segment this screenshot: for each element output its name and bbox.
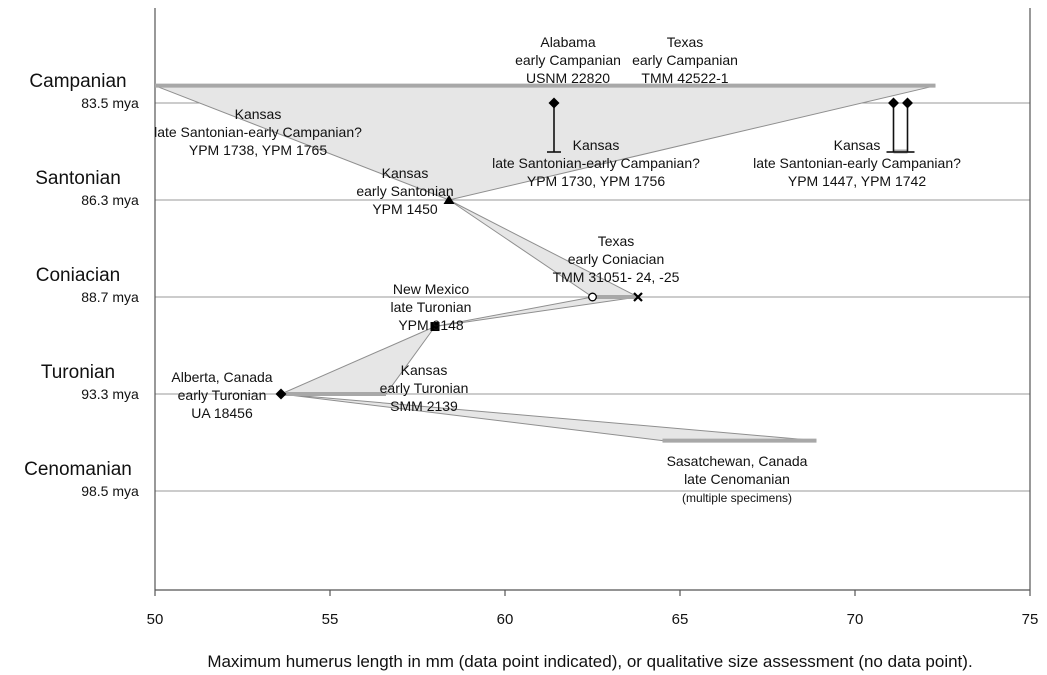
annotation-text: late Cenomanian (684, 471, 790, 487)
annotation-text: early Turonian (380, 380, 469, 396)
x-tick-label: 55 (322, 611, 339, 628)
stage-age-coniacian: 88.7 mya (81, 289, 139, 305)
annotation-text: early Coniacian (568, 251, 665, 267)
stage-name-campanian: Campanian (29, 71, 126, 92)
annotation-text: Kansas (235, 106, 282, 122)
point-diamond (888, 97, 899, 109)
data-points (275, 97, 913, 400)
x-tick-label: 65 (672, 611, 689, 628)
x-tick-label: 50 (147, 611, 164, 628)
annotation-text: YPM 1730, YPM 1756 (527, 173, 665, 189)
annotation-text: YPM 9148 (398, 317, 464, 333)
x-axis-ticks: 50 55 60 65 70 75 (147, 590, 1039, 628)
x-tick-label: 75 (1022, 611, 1039, 628)
annotation-text: early Santonian (356, 183, 453, 199)
annotation-text: YPM 1447, YPM 1742 (788, 173, 926, 189)
specimen-annotations: Alabama early Campanian USNM 22820 Texas ear… (154, 34, 961, 505)
point-cross (633, 292, 643, 302)
annotation-text: YPM 1738, YPM 1765 (189, 142, 327, 158)
annotation-text: Texas (598, 233, 635, 249)
stage-labels: Campanian 83.5 mya Santonian 86.3 mya Coniac… (24, 71, 139, 499)
annotation-text: late Santonian-early Campanian? (492, 155, 700, 171)
range-bars (155, 83, 936, 443)
annotation-text: late Turonian (391, 299, 472, 315)
stage-age-campanian: 83.5 mya (81, 95, 139, 111)
annotation-text: Kansas (573, 137, 620, 153)
stage-age-santonian: 86.3 mya (81, 192, 139, 208)
point-diamond (902, 97, 913, 109)
annotation-text: early Turonian (178, 387, 267, 403)
x-tick-label: 60 (497, 611, 514, 628)
stage-name-coniacian: Coniacian (36, 265, 121, 286)
annotation-text: (multiple specimens) (682, 491, 792, 505)
annotation-text: early Campanian (632, 52, 738, 68)
annotation-text: USNM 22820 (526, 70, 610, 86)
annotation-text: Texas (667, 34, 704, 50)
x-tick-label: 70 (847, 611, 864, 628)
annotation-text: UA 18456 (191, 405, 253, 421)
stage-age-cenomanian: 98.5 mya (81, 483, 139, 499)
annotation-text: Kansas (382, 165, 429, 181)
annotation-text: YPM 1450 (372, 201, 438, 217)
annotation-text: TMM 31051- 24, -25 (553, 269, 680, 285)
annotation-text: late Santonian-early Campanian? (753, 155, 961, 171)
error-bars (547, 103, 915, 153)
x-axis-title: Maximum humerus length in mm (data point… (207, 652, 972, 671)
size-trend-envelope (154, 85, 936, 442)
stage-name-santonian: Santonian (35, 168, 121, 189)
plot-frame (154, 8, 1031, 591)
annotation-text: Kansas (401, 362, 448, 378)
stage-age-turonian: 93.3 mya (81, 386, 139, 402)
annotation-text: Alberta, Canada (171, 369, 272, 385)
annotation-text: early Campanian (515, 52, 621, 68)
stage-name-turonian: Turonian (41, 362, 115, 383)
annotation-text: Alabama (540, 34, 595, 50)
point-open-circle (588, 292, 597, 302)
point-diamond (548, 97, 560, 109)
annotation-text: Sasatchewan, Canada (667, 453, 808, 469)
point-triangle (443, 195, 455, 204)
point-diamond (275, 388, 287, 400)
point-square (430, 322, 440, 332)
annotation-text: Kansas (834, 137, 881, 153)
annotation-text: late Santonian-early Campanian? (154, 124, 362, 140)
stage-name-cenomanian: Cenomanian (24, 459, 132, 480)
annotation-text: New Mexico (393, 281, 469, 297)
envelope-polygon (280, 393, 817, 442)
annotation-text: SMM 2139 (390, 398, 458, 414)
annotation-text: TMM 42522-1 (641, 70, 728, 86)
